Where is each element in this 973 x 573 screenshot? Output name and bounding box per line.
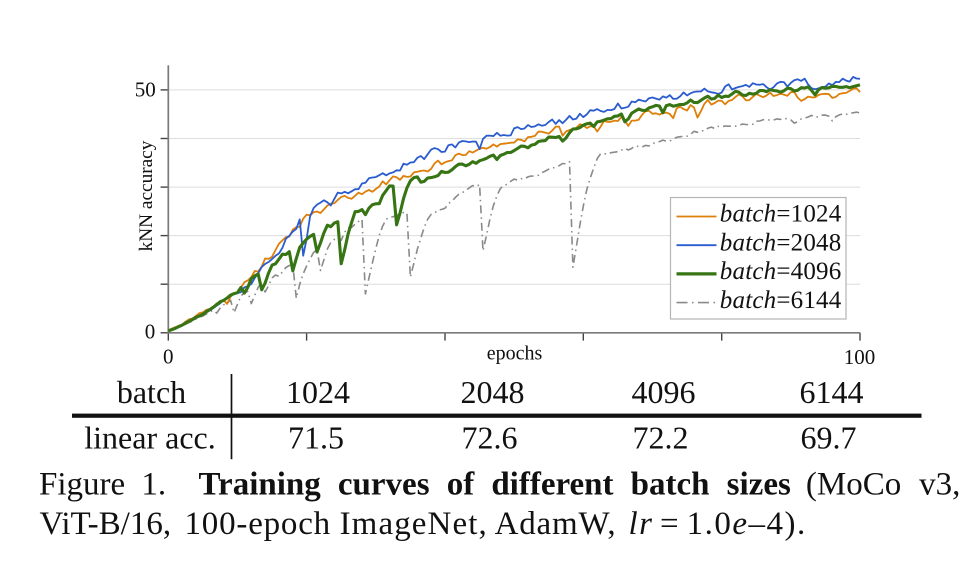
svg-text:Figure 1.: Figure 1. xyxy=(39,467,166,503)
svg-text:0: 0 xyxy=(163,345,174,369)
svg-text:72.6: 72.6 xyxy=(462,420,518,456)
svg-text:1024: 1024 xyxy=(286,374,350,410)
svg-text:ViT-B/16,: ViT-B/16, xyxy=(40,506,172,542)
svg-text:ImageNet,: ImageNet, xyxy=(340,506,488,542)
svg-text:4096: 4096 xyxy=(632,374,696,410)
svg-text:71.5: 71.5 xyxy=(288,420,344,456)
svg-text:batch=6144: batch=6144 xyxy=(720,287,842,314)
svg-text:100: 100 xyxy=(844,345,876,369)
svg-text:Training curves of different b: Training curves of different batch sizes xyxy=(199,467,791,503)
svg-text:2048: 2048 xyxy=(461,374,525,410)
svg-text:epochs: epochs xyxy=(487,343,543,365)
svg-text:69.7: 69.7 xyxy=(801,420,857,456)
svg-text:kNN accuracy: kNN accuracy xyxy=(136,140,157,251)
svg-text:72.2: 72.2 xyxy=(633,420,689,456)
svg-text:6144: 6144 xyxy=(800,374,864,410)
svg-text:batch=1024: batch=1024 xyxy=(720,201,842,228)
svg-text:batch: batch xyxy=(117,374,186,410)
svg-text:batch=2048: batch=2048 xyxy=(720,229,842,256)
svg-text:linear acc.: linear acc. xyxy=(84,420,215,456)
svg-text:50: 50 xyxy=(135,78,156,102)
svg-text:100-epoch: 100-epoch xyxy=(185,506,331,542)
svg-text:(MoCo v3,: (MoCo v3, xyxy=(806,467,960,503)
svg-text:AdamW,: AdamW, xyxy=(495,506,617,542)
svg-text:0: 0 xyxy=(145,320,156,344)
svg-text:batch=4096: batch=4096 xyxy=(720,258,842,285)
